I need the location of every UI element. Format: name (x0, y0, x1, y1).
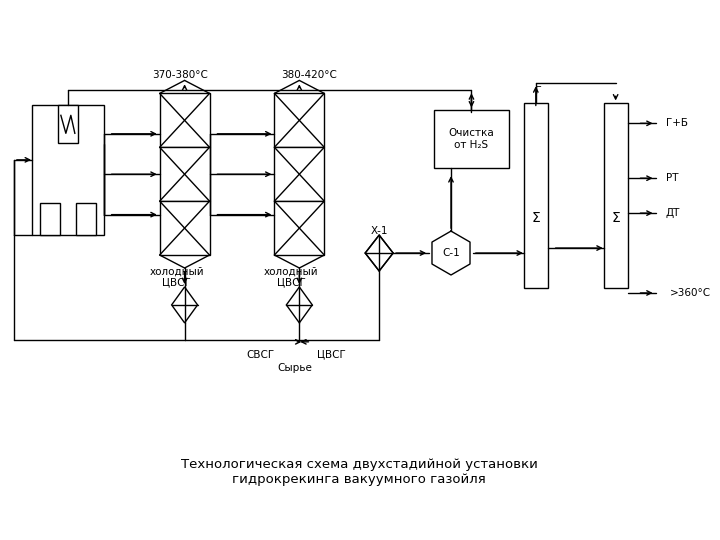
Polygon shape (171, 287, 197, 323)
Text: ЦВСГ: ЦВСГ (162, 277, 191, 287)
Text: холодный: холодный (149, 267, 204, 277)
Bar (160, 93, 210, 147)
Text: Сырье: Сырье (277, 363, 312, 373)
Text: Очистка
от H₂S: Очистка от H₂S (449, 129, 495, 150)
Text: Х-1: Х-1 (370, 226, 388, 236)
Text: гидрокрекинга вакуумного газойля: гидрокрекинга вакуумного газойля (233, 473, 486, 486)
Text: ДТ: ДТ (665, 208, 680, 218)
Text: >360°C: >360°C (670, 288, 711, 298)
Text: 370-380°C: 370-380°C (152, 70, 207, 80)
Bar (160, 147, 210, 201)
Bar (160, 201, 210, 255)
Text: РТ: РТ (665, 173, 678, 183)
Text: холодный: холодный (264, 267, 319, 277)
Text: Σ: Σ (611, 211, 620, 225)
Text: Σ: Σ (531, 211, 540, 225)
Text: ЦВСГ: ЦВСГ (318, 350, 346, 360)
Bar (58, 105, 78, 143)
Text: Технологическая схема двухстадийной установки: Технологическая схема двухстадийной уста… (181, 458, 538, 471)
Bar (603, 103, 628, 288)
Bar (524, 103, 548, 288)
Text: С-1: С-1 (442, 248, 460, 258)
Bar (76, 203, 96, 235)
Bar (434, 110, 509, 168)
Text: Г+Б: Г+Б (665, 118, 688, 129)
Text: 380-420°C: 380-420°C (282, 70, 337, 80)
Polygon shape (287, 287, 312, 323)
Text: СВСГ: СВСГ (246, 350, 274, 360)
Text: ЦВСГ: ЦВСГ (277, 277, 306, 287)
Polygon shape (365, 235, 393, 271)
Bar (274, 147, 324, 201)
Bar (274, 201, 324, 255)
Text: Г: Г (534, 86, 541, 97)
Bar (40, 203, 60, 235)
Bar (274, 93, 324, 147)
Bar (32, 105, 104, 235)
